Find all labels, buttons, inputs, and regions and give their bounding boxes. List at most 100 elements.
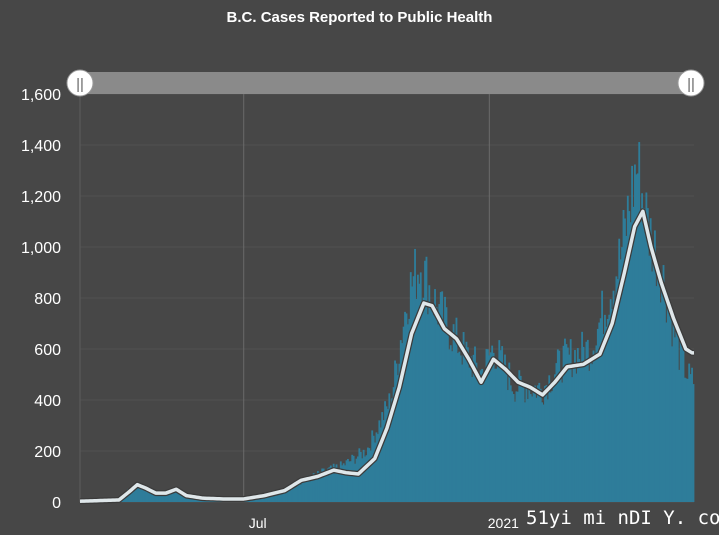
bar (542, 404, 545, 502)
bar (179, 490, 182, 502)
bar (609, 299, 612, 502)
bar (526, 399, 529, 502)
bar (161, 493, 164, 502)
bar (646, 208, 649, 503)
bar (298, 483, 301, 502)
bar (549, 392, 552, 502)
bar (277, 494, 279, 502)
bar (615, 276, 618, 502)
bar (426, 314, 429, 502)
range-slider[interactable]: || || (66, 69, 705, 97)
bar (337, 467, 339, 502)
bar (395, 363, 398, 502)
bar (299, 484, 302, 502)
bar (506, 390, 509, 502)
bar (455, 317, 458, 502)
bar (158, 493, 161, 502)
bar (492, 352, 495, 502)
range-slider-track[interactable] (80, 72, 692, 94)
range-slider-left-handle[interactable] (66, 69, 94, 97)
bar (419, 272, 422, 502)
bar (688, 363, 691, 502)
bar (137, 487, 139, 502)
bar (622, 209, 625, 503)
bar (402, 326, 405, 502)
bar (409, 272, 412, 502)
bar (378, 420, 381, 502)
bar (345, 460, 348, 502)
bar (284, 490, 287, 502)
bar (684, 377, 686, 502)
bar (586, 339, 589, 502)
bar (372, 435, 375, 502)
bar (361, 458, 364, 502)
bar (171, 492, 174, 502)
bar (582, 346, 585, 502)
bar (508, 362, 511, 502)
bar (462, 332, 465, 502)
bar (357, 456, 359, 502)
bar (479, 370, 482, 502)
bar (578, 358, 581, 502)
bar (178, 491, 181, 502)
bar (534, 385, 536, 502)
bar (621, 247, 624, 502)
bar (264, 497, 267, 502)
bar (259, 497, 262, 502)
bar (364, 456, 366, 502)
bar (604, 314, 606, 502)
bar (451, 351, 454, 502)
bar (681, 346, 683, 502)
bar (488, 355, 491, 502)
bar (157, 492, 159, 502)
bar (611, 308, 614, 502)
bar (552, 381, 555, 502)
bar (388, 393, 391, 502)
bar (331, 468, 334, 502)
bar (327, 468, 329, 502)
y-tick-label: 1,600 (21, 87, 61, 104)
bar (639, 222, 642, 502)
bar (294, 487, 297, 502)
bar (338, 471, 341, 502)
range-slider-right-handle[interactable] (677, 69, 705, 97)
bar (589, 359, 592, 502)
bar (565, 344, 568, 502)
bar (132, 486, 135, 502)
bar (579, 361, 582, 502)
bar (572, 363, 575, 502)
bar (131, 486, 134, 502)
bar (416, 274, 419, 502)
bar (481, 368, 484, 502)
bar (501, 346, 504, 502)
bar (289, 488, 292, 502)
bar (442, 324, 445, 502)
bar (459, 355, 462, 502)
bar (691, 367, 693, 502)
bar (434, 289, 436, 502)
bar (608, 314, 611, 502)
y-tick-label: 0 (52, 495, 61, 512)
bar (271, 495, 274, 502)
bar (548, 375, 551, 502)
bar (656, 266, 659, 502)
bar (429, 305, 432, 502)
bar (668, 310, 671, 502)
bar (177, 491, 179, 502)
average-line (79, 208, 695, 505)
bars (80, 142, 695, 503)
bar (292, 484, 295, 502)
bar (676, 335, 679, 502)
bar (485, 349, 488, 502)
bar (541, 402, 544, 502)
bar (464, 347, 466, 502)
y-tick-label: 600 (34, 342, 61, 359)
bar (302, 480, 305, 502)
bar (379, 427, 382, 502)
bar (596, 328, 599, 502)
bar (174, 491, 177, 502)
bar (645, 192, 648, 503)
bar (324, 472, 326, 502)
bar (532, 387, 535, 502)
